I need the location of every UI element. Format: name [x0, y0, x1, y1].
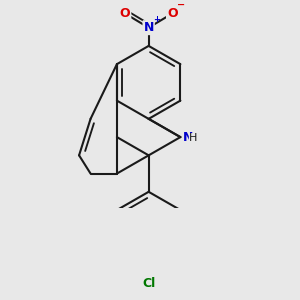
Text: N: N: [143, 21, 154, 34]
Text: O: O: [120, 7, 130, 20]
Text: N: N: [183, 130, 194, 144]
Text: +: +: [153, 15, 160, 24]
Text: O: O: [167, 7, 178, 20]
Text: Cl: Cl: [142, 277, 155, 290]
Text: H: H: [189, 134, 198, 143]
Text: −: −: [177, 0, 185, 9]
